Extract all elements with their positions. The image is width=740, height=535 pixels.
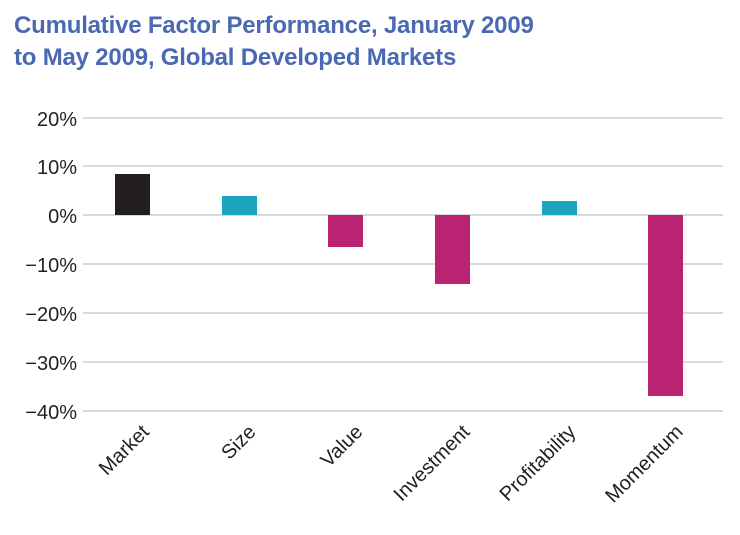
chart-title-line2: to May 2009, Global Developed Markets: [14, 44, 457, 71]
gridline: [83, 116, 723, 119]
x-axis-label-value: Value: [316, 421, 368, 472]
bar-value: [328, 215, 364, 247]
y-axis-tick-label: −30%: [25, 352, 77, 375]
y-axis-tick-label: −20%: [25, 303, 77, 326]
bar-investment: [434, 215, 470, 284]
x-axis-label-investment: Investment: [389, 421, 474, 506]
y-axis-tick-label: 0%: [48, 206, 77, 229]
gridline: [83, 409, 723, 412]
chart-title-line1: Cumulative Factor Performance, January 2…: [14, 12, 534, 39]
bar-momentum: [648, 215, 684, 396]
bar-market: [114, 173, 150, 216]
x-axis-label-momentum: Momentum: [600, 421, 688, 508]
gridline: [83, 360, 723, 363]
y-axis-tick-label: 20%: [36, 108, 77, 131]
gridline: [83, 165, 723, 168]
x-axis-label-market: Market: [95, 421, 154, 480]
chart-title: Cumulative Factor Performance, January 2…: [14, 10, 534, 74]
y-axis-tick-label: −40%: [25, 401, 77, 424]
gridline: [83, 263, 723, 265]
gridline: [83, 214, 723, 217]
y-axis-tick-label: −10%: [25, 255, 77, 277]
x-axis-label-profitability: Profitability: [495, 421, 581, 506]
x-axis-label-size: Size: [217, 421, 261, 465]
bar-size: [221, 195, 257, 216]
gridline: [83, 311, 723, 314]
y-axis-tick-label: 10%: [36, 157, 77, 180]
bar-profitability: [541, 200, 577, 216]
